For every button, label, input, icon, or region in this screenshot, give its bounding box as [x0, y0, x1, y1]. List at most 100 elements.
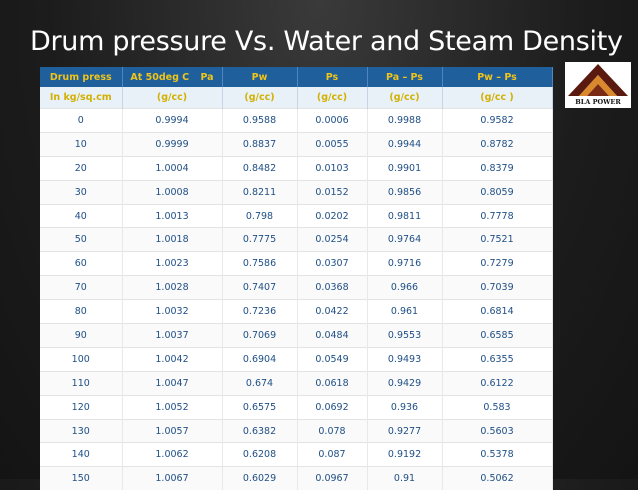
- table-cell: 0.6575: [222, 395, 297, 419]
- header-ps: Ps: [297, 67, 367, 87]
- table-cell: 1.0062: [122, 443, 222, 467]
- slide-title: Drum pressure Vs. Water and Steam Densit…: [30, 26, 623, 57]
- header-at-50deg-label: At 50deg C: [130, 72, 189, 83]
- table-cell: 0.7407: [222, 276, 297, 300]
- table-cell: 0.0103: [297, 156, 367, 180]
- header-row-labels: Drum press At 50deg C Pa Pw Ps Pa – Ps P…: [40, 67, 552, 87]
- table-cell: 0: [40, 109, 122, 133]
- table-cell: 0.8211: [222, 180, 297, 204]
- header-row-units: In kg/sq.cm (g/cc) (g/cc) (g/cc) (g/cc) …: [40, 87, 552, 109]
- table-cell: 0.7279: [442, 252, 552, 276]
- header-pa-minus-ps: Pa – Ps: [367, 67, 442, 87]
- table-cell: 100: [40, 347, 122, 371]
- table-cell: 120: [40, 395, 122, 419]
- table-cell: 0.966: [367, 276, 442, 300]
- table-cell: 10: [40, 132, 122, 156]
- unit-drum-press: In kg/sq.cm: [40, 87, 122, 109]
- table-cell: 0.7586: [222, 252, 297, 276]
- table-cell: 0.6904: [222, 347, 297, 371]
- table-cell: 1.0018: [122, 228, 222, 252]
- table-cell: 110: [40, 371, 122, 395]
- header-pa-label: Pa: [200, 72, 213, 83]
- unit-pw: (g/cc): [222, 87, 297, 109]
- table-cell: 0.9429: [367, 371, 442, 395]
- table-cell: 1.0008: [122, 180, 222, 204]
- header-pw-minus-ps: Pw – Ps: [442, 67, 552, 87]
- table-cell: 80: [40, 300, 122, 324]
- table-cell: 1.0013: [122, 204, 222, 228]
- table-cell: 0.961: [367, 300, 442, 324]
- table-cell: 0.9994: [122, 109, 222, 133]
- table-cell: 0.0618: [297, 371, 367, 395]
- table-cell: 0.9582: [442, 109, 552, 133]
- table-cell: 1.0047: [122, 371, 222, 395]
- table-cell: 0.9553: [367, 324, 442, 348]
- table-cell: 30: [40, 180, 122, 204]
- table-cell: 0.9764: [367, 228, 442, 252]
- table-cell: 0.5062: [442, 467, 552, 490]
- table-cell: 0.6029: [222, 467, 297, 490]
- density-table-container: Drum press At 50deg C Pa Pw Ps Pa – Ps P…: [40, 67, 552, 490]
- table-cell: 1.0023: [122, 252, 222, 276]
- header-drum-press: Drum press: [40, 67, 122, 87]
- table-cell: 1.0042: [122, 347, 222, 371]
- table-cell: 70: [40, 276, 122, 300]
- unit-at-50deg: (g/cc): [122, 87, 222, 109]
- table-cell: 0.9716: [367, 252, 442, 276]
- table-cell: 0.0422: [297, 300, 367, 324]
- table-cell: 0.8379: [442, 156, 552, 180]
- table-cell: 0.91: [367, 467, 442, 490]
- table-cell: 0.8782: [442, 132, 552, 156]
- table-cell: 0.7069: [222, 324, 297, 348]
- table-cell: 0.7521: [442, 228, 552, 252]
- table-cell: 20: [40, 156, 122, 180]
- table-cell: 1.0037: [122, 324, 222, 348]
- table-cell: 0.087: [297, 443, 367, 467]
- table-cell: 0.0692: [297, 395, 367, 419]
- header-at-50deg: At 50deg C Pa: [122, 67, 222, 87]
- table-cell: 40: [40, 204, 122, 228]
- table-cell: 0.674: [222, 371, 297, 395]
- table-cell: 1.0028: [122, 276, 222, 300]
- table-cell: 0.9856: [367, 180, 442, 204]
- table-cell: 0.6814: [442, 300, 552, 324]
- table-cell: 0.0006: [297, 109, 367, 133]
- bla-power-logo: BLA POWER: [565, 62, 631, 108]
- table-cell: 0.078: [297, 419, 367, 443]
- table-cell: 1.0057: [122, 419, 222, 443]
- table-cell: 0.9811: [367, 204, 442, 228]
- table-cell: 0.8482: [222, 156, 297, 180]
- table-cell: 0.5603: [442, 419, 552, 443]
- table-cell: 0.8059: [442, 180, 552, 204]
- table-cell: 1.0067: [122, 467, 222, 490]
- table-cell: 90: [40, 324, 122, 348]
- table-cell: 0.6208: [222, 443, 297, 467]
- table-cell: 0.7039: [442, 276, 552, 300]
- table-cell: 0.936: [367, 395, 442, 419]
- table-cell: 0.5378: [442, 443, 552, 467]
- table-cell: 0.0055: [297, 132, 367, 156]
- table-cell: 0.9493: [367, 347, 442, 371]
- header-pw: Pw: [222, 67, 297, 87]
- table-cell: 0.9588: [222, 109, 297, 133]
- table-cell: 0.0202: [297, 204, 367, 228]
- table-cell: 0.0307: [297, 252, 367, 276]
- unit-pa-minus-ps: (g/cc): [367, 87, 442, 109]
- table-cell: 0.9999: [122, 132, 222, 156]
- table-cell: 0.798: [222, 204, 297, 228]
- table-cell: 1.0052: [122, 395, 222, 419]
